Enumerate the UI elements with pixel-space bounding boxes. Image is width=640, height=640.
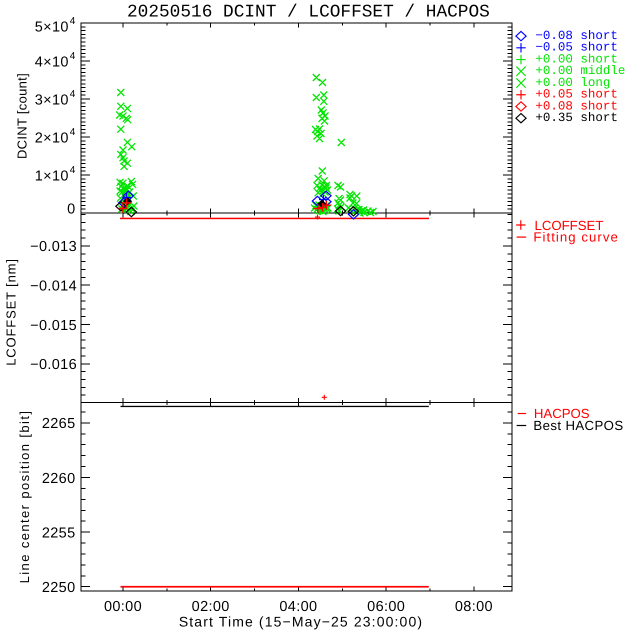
svg-text:00:00: 00:00 — [104, 599, 142, 615]
svg-text:Best HACPOS: Best HACPOS — [533, 418, 623, 433]
svg-text:LCOFFSET: LCOFFSET — [535, 218, 604, 233]
svg-text:4: 4 — [70, 89, 76, 100]
svg-text:4: 4 — [70, 165, 76, 176]
svg-text:+0.35 short: +0.35 short — [535, 111, 618, 125]
svg-text:2255: 2255 — [42, 525, 76, 541]
svg-text:2260: 2260 — [42, 471, 76, 487]
svg-text:−0.08 short: −0.08 short — [535, 29, 618, 43]
svg-text:−0.014: −0.014 — [30, 279, 77, 295]
svg-text:Start Time (15−May−25 23:00:00: Start Time (15−May−25 23:00:00) — [179, 613, 423, 629]
svg-text:20250516 DCINT / LCOFFSET / HA: 20250516 DCINT / LCOFFSET / HACPOS — [127, 3, 490, 23]
svg-text:06:00: 06:00 — [367, 599, 405, 615]
svg-text:+0.00 long: +0.00 long — [535, 76, 610, 90]
svg-text:−0.013: −0.013 — [30, 239, 77, 255]
svg-text:+0.00 short: +0.00 short — [535, 52, 618, 66]
svg-text:4: 4 — [70, 51, 76, 62]
svg-text:08:00: 08:00 — [455, 599, 493, 615]
svg-text:−0.05 short: −0.05 short — [535, 41, 618, 55]
svg-text:2250: 2250 — [42, 580, 76, 596]
svg-text:3×10: 3×10 — [35, 92, 69, 108]
svg-text:+0.00 middle: +0.00 middle — [535, 64, 625, 78]
svg-text:4: 4 — [70, 16, 76, 27]
svg-text:04:00: 04:00 — [279, 599, 317, 615]
svg-text:5×10: 5×10 — [35, 20, 69, 36]
svg-text:DCINT [count]: DCINT [count] — [15, 73, 30, 159]
svg-text:−0.016: −0.016 — [30, 357, 77, 373]
svg-text:2×10: 2×10 — [35, 130, 69, 146]
svg-text:4: 4 — [70, 127, 76, 138]
svg-text:0: 0 — [67, 202, 75, 218]
svg-text:02:00: 02:00 — [192, 599, 230, 615]
svg-text:Line center position [bit]: Line center position [bit] — [17, 410, 32, 584]
svg-text:+0.05 short: +0.05 short — [535, 88, 618, 102]
svg-text:−0.015: −0.015 — [30, 318, 77, 334]
svg-text:4×10: 4×10 — [35, 54, 69, 70]
svg-text:+0.08 short: +0.08 short — [535, 99, 618, 113]
svg-text:HACPOS: HACPOS — [534, 406, 590, 421]
svg-text:LCOFFSET [nm]: LCOFFSET [nm] — [4, 258, 19, 366]
svg-text:2265: 2265 — [42, 416, 76, 432]
svg-text:Fitting curve: Fitting curve — [533, 229, 618, 244]
svg-text:1×10: 1×10 — [35, 168, 69, 184]
